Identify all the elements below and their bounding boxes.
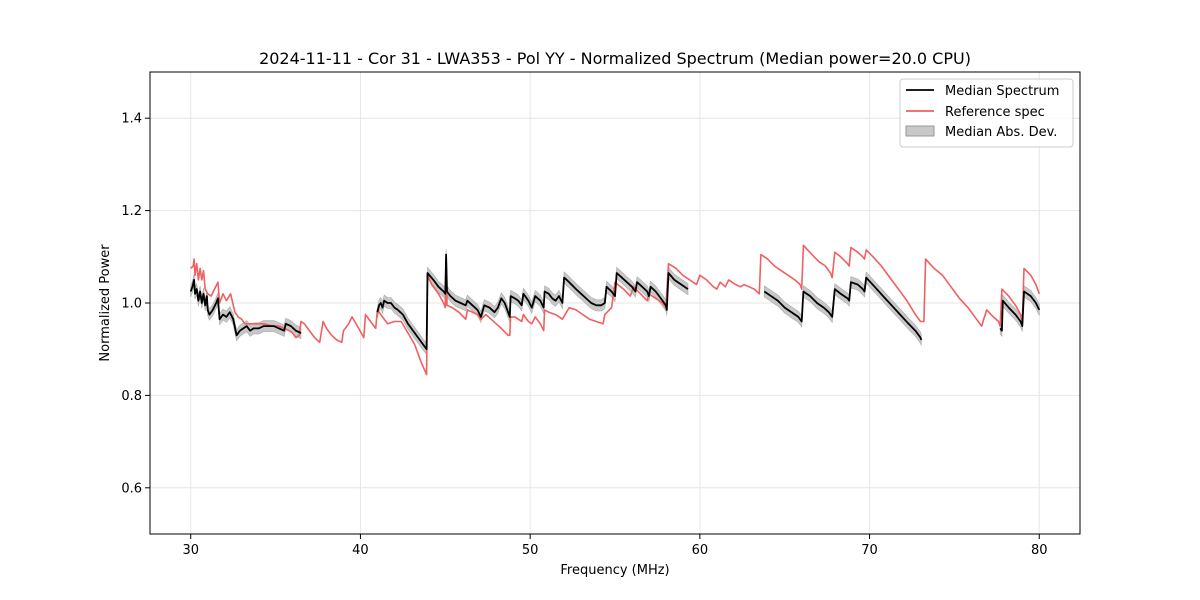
x-axis-label: Frequency (MHz) xyxy=(560,563,669,578)
median-series-layer xyxy=(189,253,1041,351)
x-tick-label: 70 xyxy=(861,543,878,558)
median-spectrum-line xyxy=(189,278,302,337)
reference-series-layer xyxy=(190,244,1041,376)
median-spectrum-line xyxy=(763,276,923,341)
mad-band xyxy=(999,285,1040,338)
median-spectrum-line xyxy=(376,253,689,351)
legend: Median Spectrum Reference spec Median Ab… xyxy=(899,78,1074,148)
legend-mad-label: Median Abs. Dev. xyxy=(945,125,1057,140)
x-tick-label: 80 xyxy=(1031,543,1048,558)
mad-band xyxy=(763,271,922,346)
y-tick-label: 1.2 xyxy=(121,204,142,219)
median-spectrum-line xyxy=(999,290,1041,332)
x-tick-label: 40 xyxy=(352,543,369,558)
chart-title: 2024-11-11 - Cor 31 - LWA353 - Pol YY - … xyxy=(259,49,971,68)
y-tick-label: 0.8 xyxy=(121,389,142,404)
x-tick-label: 60 xyxy=(692,543,709,558)
legend-median-label: Median Spectrum xyxy=(945,84,1059,99)
x-tick-label: 50 xyxy=(522,543,539,558)
y-axis-label: Normalized Power xyxy=(98,244,113,362)
y-tick-label: 0.6 xyxy=(121,481,142,496)
legend-box xyxy=(899,78,1074,148)
legend-mad-swatch xyxy=(905,125,935,137)
y-tick-label: 1.0 xyxy=(121,297,142,312)
axis-ticks: 30 40 50 60 70 80 0.6 0.8 1.0 1.2 1.4 xyxy=(121,112,1047,558)
x-tick-label: 30 xyxy=(182,543,199,558)
legend-reference-label: Reference spec xyxy=(945,105,1045,120)
mad-band xyxy=(190,274,302,342)
y-tick-label: 1.4 xyxy=(121,112,142,127)
reference-spec-line xyxy=(190,244,1041,376)
